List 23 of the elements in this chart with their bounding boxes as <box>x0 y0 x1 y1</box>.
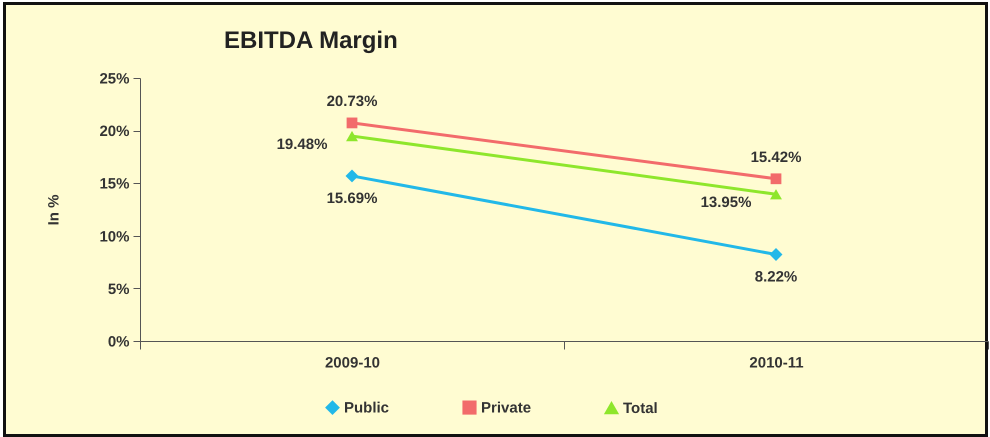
chart-title: EBITDA Margin <box>224 27 398 54</box>
legend-label: Public <box>344 400 390 417</box>
data-label: 13.95% <box>700 194 752 212</box>
legend-label: Private <box>481 400 532 417</box>
y-tick-label: 25% <box>99 70 130 88</box>
x-tick-label: 2010-11 <box>749 354 804 372</box>
y-tick-label: 0% <box>108 334 130 350</box>
legend-label: Total <box>623 400 658 418</box>
x-tick-label: 2009-10 <box>324 354 380 372</box>
y-tick-label: 5% <box>108 280 130 298</box>
point <box>346 118 358 128</box>
point <box>770 173 782 184</box>
data-label: 19.48% <box>276 136 328 154</box>
data-label: 15.42% <box>750 148 802 166</box>
point <box>346 169 358 182</box>
data-label: 8.22% <box>754 268 798 286</box>
y-axis-title: In % <box>45 194 62 226</box>
y-tick-label: 10% <box>99 228 130 246</box>
point <box>770 248 782 262</box>
data-label: 15.69% <box>326 190 378 207</box>
data-label: 20.73% <box>326 92 378 110</box>
y-tick-label: 15% <box>99 176 130 193</box>
y-tick-label: 20% <box>99 123 130 140</box>
